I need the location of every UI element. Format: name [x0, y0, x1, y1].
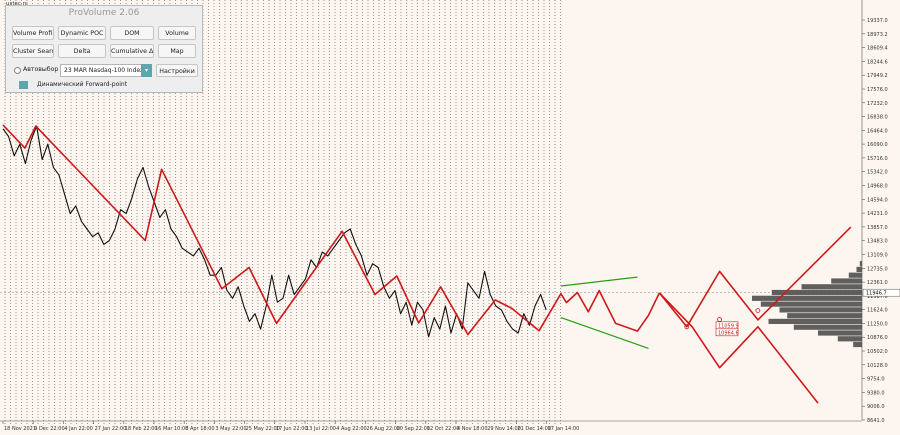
time-tick-label: 18 Feb 22:00: [125, 426, 158, 432]
provolume-panel: ProVolume 2.06 Volume Profile Dynamic PO…: [5, 5, 203, 93]
price-tick-label: 16838.0: [867, 115, 888, 121]
price-tick-label: 15342.0: [867, 170, 888, 176]
volume-profile-bar: [818, 330, 862, 336]
price-tick-label: 11624.0: [867, 308, 888, 314]
volume-profile-bar: [859, 261, 862, 267]
time-tick-label: 4 Nov 18:00: [457, 426, 488, 432]
time-tick-label: 4 Aug 22:00: [336, 426, 367, 432]
volume-profile-button[interactable]: Volume Profile: [12, 26, 54, 40]
instrument-select[interactable]: 23 MAR Nasdaq-100 Index: [60, 64, 145, 77]
price-tick-label: 17232.0: [867, 101, 888, 107]
volume-profile-bar: [779, 307, 862, 313]
time-tick-label: 13 Jul 22:00: [306, 426, 336, 432]
level-label-box: [715, 328, 739, 337]
chevron-down-icon[interactable]: ▾: [141, 64, 152, 77]
triangle-upper-line: [560, 276, 638, 287]
forecast-up-line: [658, 226, 852, 328]
zigzag-history-line: [2, 124, 661, 336]
price-tick-label: 11250.0: [867, 321, 888, 327]
price-tick-label: 10876.0: [867, 335, 888, 341]
forecast-point-marker: [684, 324, 690, 330]
price-tick-label: 16464.0: [867, 128, 888, 134]
panel-title: ProVolume 2.06: [68, 8, 140, 18]
price-tick-label: 11987.0: [867, 294, 888, 300]
auto-select-radio[interactable]: [14, 67, 21, 74]
time-tick-label: 12 Oct 22:00: [427, 426, 460, 432]
time-tick-label: 16 Mar 10:00: [155, 426, 188, 432]
dynamic-poc-button[interactable]: Dynamic POC: [58, 26, 106, 40]
price-tick-label: 10128.0: [867, 363, 888, 369]
current-price-label: 11946.7: [866, 291, 887, 297]
delta-button[interactable]: Delta: [58, 44, 106, 58]
price-tick-label: 17949.2: [867, 73, 888, 79]
price-tick-label: 13857.0: [867, 225, 888, 231]
price-tick-label: 18609.4: [867, 46, 888, 52]
price-tick-label: 14968.0: [867, 184, 888, 190]
volume-profile-bar: [768, 318, 862, 324]
time-tick-label: 25 May 22:00: [246, 426, 280, 432]
price-tick-label: 18244.6: [867, 59, 888, 65]
forward-point-color-swatch[interactable]: [19, 81, 28, 89]
time-tick-label: 3 May 22:00: [215, 426, 246, 432]
volume-profile-bar: [787, 313, 862, 319]
forecast-down-line: [658, 292, 819, 404]
map-button[interactable]: Map: [158, 44, 196, 58]
price-tick-label: 19337.0: [867, 18, 888, 24]
volume-profile-bar: [771, 289, 862, 296]
triangle-lower-line: [560, 317, 649, 349]
level-label: 11059.9: [718, 323, 739, 329]
time-tick-label: 17 Jun 22:00: [276, 426, 308, 432]
volume-profile-bar: [760, 301, 862, 307]
time-tick-label: 29 Nov 14:00: [487, 426, 521, 432]
level-label: 10964.6: [718, 330, 739, 336]
volume-profile-bar: [801, 284, 862, 290]
time-tick-label: 17 Jan 14:00: [548, 426, 580, 432]
price-tick-label: 8641.0: [867, 418, 885, 424]
settings-button[interactable]: Настройки: [156, 64, 198, 77]
symbol-label: ustec.rc: [6, 1, 28, 7]
price-tick-label: 17576.0: [867, 87, 888, 93]
price-tick-label: 13483.0: [867, 239, 888, 245]
time-tick-label: 21 Dec 14:00: [517, 426, 551, 432]
time-tick-label: 8 Apr 18:00: [185, 426, 214, 432]
price-series-line: [2, 125, 547, 338]
price-tick-label: 15716.0: [867, 156, 888, 162]
price-tick-label: 12361.0: [867, 280, 888, 286]
volume-profile-bar: [856, 266, 862, 272]
price-tick-label: 9754.0: [867, 377, 885, 383]
cluster-search-button[interactable]: Cluster Search: [12, 44, 54, 58]
price-tick-label: 9380.0: [867, 390, 885, 396]
price-tick-label: 12735.0: [867, 266, 888, 272]
price-tick-label: 14231.0: [867, 211, 888, 217]
auto-select-label: Автовыбор: [23, 66, 59, 73]
volume-profile-bar: [793, 324, 862, 330]
volume-profile-bar: [848, 272, 862, 278]
volume-profile-bar: [752, 295, 862, 301]
time-tick-label: 9 Dec 22:00: [34, 426, 64, 432]
forecast-point-marker: [755, 308, 761, 314]
volume-profile-bar: [831, 278, 862, 284]
time-tick-label: 20 Sep 22:00: [397, 426, 430, 432]
dom-button[interactable]: DOM: [110, 26, 154, 40]
time-tick-label: 27 Jan 22:00: [95, 426, 127, 432]
volume-profile-bar: [837, 336, 862, 342]
time-tick-label: 26 Aug 22:00: [366, 426, 400, 432]
forward-point-label: Динамический Forward-point: [37, 81, 128, 88]
volume-button[interactable]: Volume: [158, 26, 196, 40]
price-tick-label: 14594.0: [867, 197, 888, 203]
cumulative-delta-button[interactable]: Cumulative Δ: [110, 44, 154, 58]
price-tick-label: 16090.0: [867, 142, 888, 148]
time-tick-label: 18 Nov 2021: [4, 426, 36, 432]
price-tick-label: 13109.0: [867, 253, 888, 259]
time-tick-label: 4 Jan 22:00: [64, 426, 92, 432]
current-price-tag: [862, 288, 900, 297]
price-tick-label: 9006.0: [867, 404, 885, 410]
volume-profile-bar: [853, 341, 862, 348]
price-tick-label: 18973.2: [867, 32, 888, 38]
price-tick-label: 10502.0: [867, 349, 888, 355]
